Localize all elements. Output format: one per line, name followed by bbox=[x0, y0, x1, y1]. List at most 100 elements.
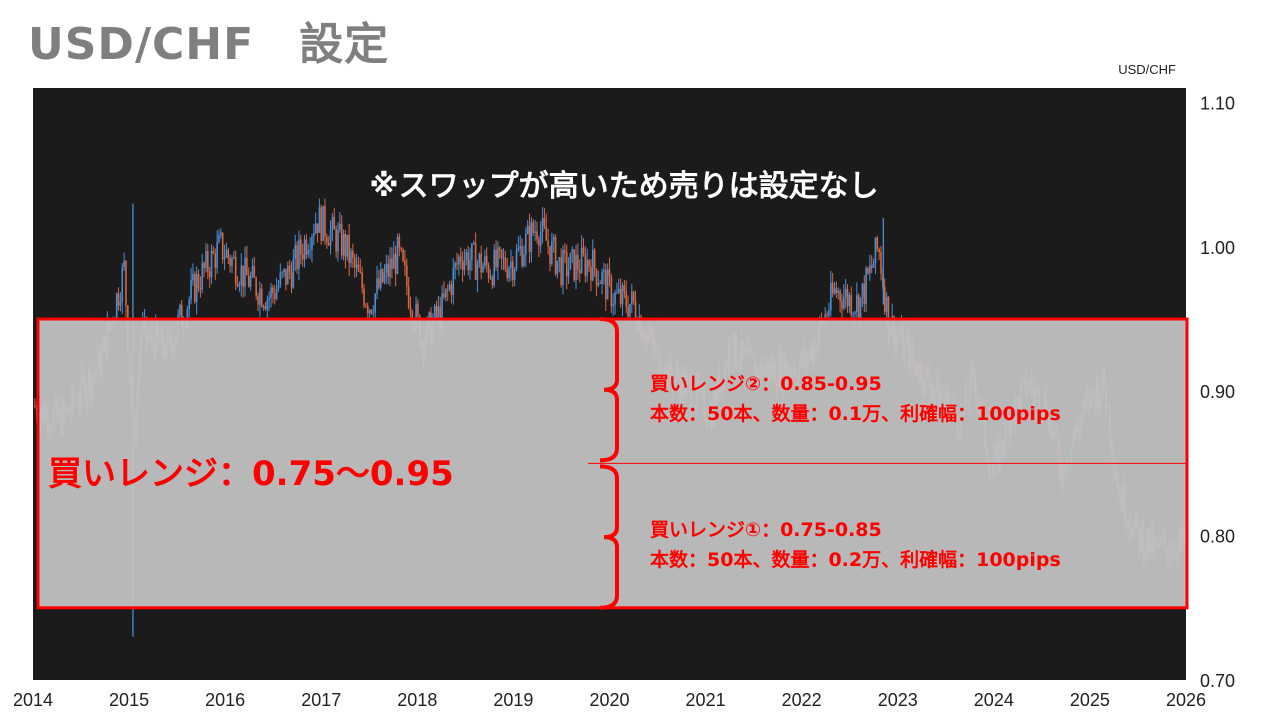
candle-107 bbox=[233, 250, 235, 260]
candle-175 bbox=[359, 258, 362, 274]
candle-439 bbox=[850, 286, 853, 320]
y-tick-label: 1.10 bbox=[1200, 93, 1235, 113]
candle-104 bbox=[227, 247, 230, 265]
candle-233 bbox=[467, 245, 469, 276]
candle-98 bbox=[216, 230, 218, 274]
candle-291 bbox=[575, 244, 577, 290]
candle-144 bbox=[301, 243, 304, 267]
candle-221 bbox=[445, 288, 447, 302]
candle-168 bbox=[346, 234, 349, 261]
candle-189 bbox=[385, 254, 388, 285]
candle-126 bbox=[268, 291, 270, 312]
candle-224 bbox=[450, 280, 453, 304]
candle-105 bbox=[229, 254, 231, 273]
candle-244 bbox=[487, 262, 490, 283]
candle-242 bbox=[484, 249, 486, 269]
candle-277 bbox=[549, 245, 551, 272]
candle-123 bbox=[262, 304, 265, 312]
candle-280 bbox=[554, 234, 557, 276]
candle-275 bbox=[545, 213, 548, 241]
candle-452 bbox=[874, 237, 877, 275]
candle-427 bbox=[828, 302, 830, 320]
candle-450 bbox=[870, 255, 873, 274]
candle-307 bbox=[604, 263, 607, 312]
candle-163 bbox=[337, 222, 339, 262]
candle-185 bbox=[378, 270, 380, 290]
candle-95 bbox=[210, 244, 213, 284]
candle-232 bbox=[465, 249, 468, 266]
candle-88 bbox=[197, 269, 200, 293]
candle-102 bbox=[223, 244, 226, 270]
candle-83 bbox=[188, 296, 191, 318]
candle-97 bbox=[214, 248, 217, 280]
candle-270 bbox=[536, 221, 538, 244]
candle-167 bbox=[344, 229, 347, 269]
candle-231 bbox=[463, 248, 466, 276]
x-tick-label: 2024 bbox=[974, 690, 1014, 710]
candle-255 bbox=[508, 265, 510, 283]
candle-174 bbox=[357, 256, 360, 273]
candle-320 bbox=[629, 303, 631, 319]
candle-265 bbox=[526, 220, 529, 235]
candle-148 bbox=[309, 237, 311, 259]
candle-152 bbox=[316, 223, 319, 243]
candle-432 bbox=[837, 287, 840, 300]
candle-112 bbox=[242, 265, 244, 298]
candle-119 bbox=[255, 276, 257, 301]
candle-156 bbox=[324, 198, 326, 245]
candle-306 bbox=[603, 262, 605, 285]
candle-297 bbox=[586, 248, 588, 282]
brace-lower bbox=[599, 464, 619, 610]
candle-157 bbox=[326, 233, 328, 249]
candle-181 bbox=[370, 309, 373, 316]
y-tick-label: 1.00 bbox=[1200, 238, 1235, 258]
candle-160 bbox=[331, 213, 334, 242]
candle-273 bbox=[541, 207, 544, 244]
candle-317 bbox=[623, 279, 626, 299]
candle-321 bbox=[631, 283, 633, 314]
candle-312 bbox=[614, 289, 616, 315]
candle-164 bbox=[339, 212, 341, 233]
buy-range-label: 買いレンジ：0.75～0.95 bbox=[48, 454, 454, 494]
candle-260 bbox=[517, 236, 520, 252]
candle-292 bbox=[577, 243, 579, 280]
candle-200 bbox=[405, 258, 408, 296]
candle-146 bbox=[305, 233, 308, 260]
candle-437 bbox=[846, 284, 849, 313]
candle-313 bbox=[616, 282, 618, 295]
candle-288 bbox=[569, 252, 572, 270]
candle-303 bbox=[597, 270, 600, 288]
candle-435 bbox=[843, 284, 845, 311]
candle-116 bbox=[249, 271, 252, 291]
candle-318 bbox=[625, 280, 628, 314]
candle-165 bbox=[340, 215, 343, 260]
candle-158 bbox=[327, 236, 330, 246]
candle-84 bbox=[190, 267, 192, 305]
x-tick-label: 2014 bbox=[13, 690, 53, 710]
candle-128 bbox=[272, 284, 274, 304]
candle-428 bbox=[830, 270, 832, 317]
candle-234 bbox=[469, 247, 471, 280]
candle-149 bbox=[311, 233, 313, 263]
candle-267 bbox=[530, 217, 533, 263]
candle-109 bbox=[236, 275, 239, 288]
candle-304 bbox=[599, 280, 602, 285]
candle-309 bbox=[608, 257, 611, 287]
candle-93 bbox=[207, 243, 209, 280]
candle-155 bbox=[322, 205, 324, 242]
candle-121 bbox=[259, 281, 261, 317]
candle-143 bbox=[299, 234, 302, 265]
candle-194 bbox=[394, 245, 397, 287]
candle-229 bbox=[459, 247, 462, 269]
candle-249 bbox=[497, 241, 499, 281]
candle-169 bbox=[348, 224, 350, 276]
candle-302 bbox=[595, 268, 598, 297]
candle-118 bbox=[253, 256, 256, 279]
x-axis: 2014 2015 2016 2017 2018 2019 2020 2021 2022 2023… bbox=[13, 690, 1206, 710]
candle-228 bbox=[458, 254, 460, 276]
candle-103 bbox=[225, 242, 228, 259]
candle-147 bbox=[307, 243, 310, 258]
candle-290 bbox=[573, 249, 575, 283]
candle-161 bbox=[333, 207, 336, 230]
candle-125 bbox=[266, 295, 269, 320]
